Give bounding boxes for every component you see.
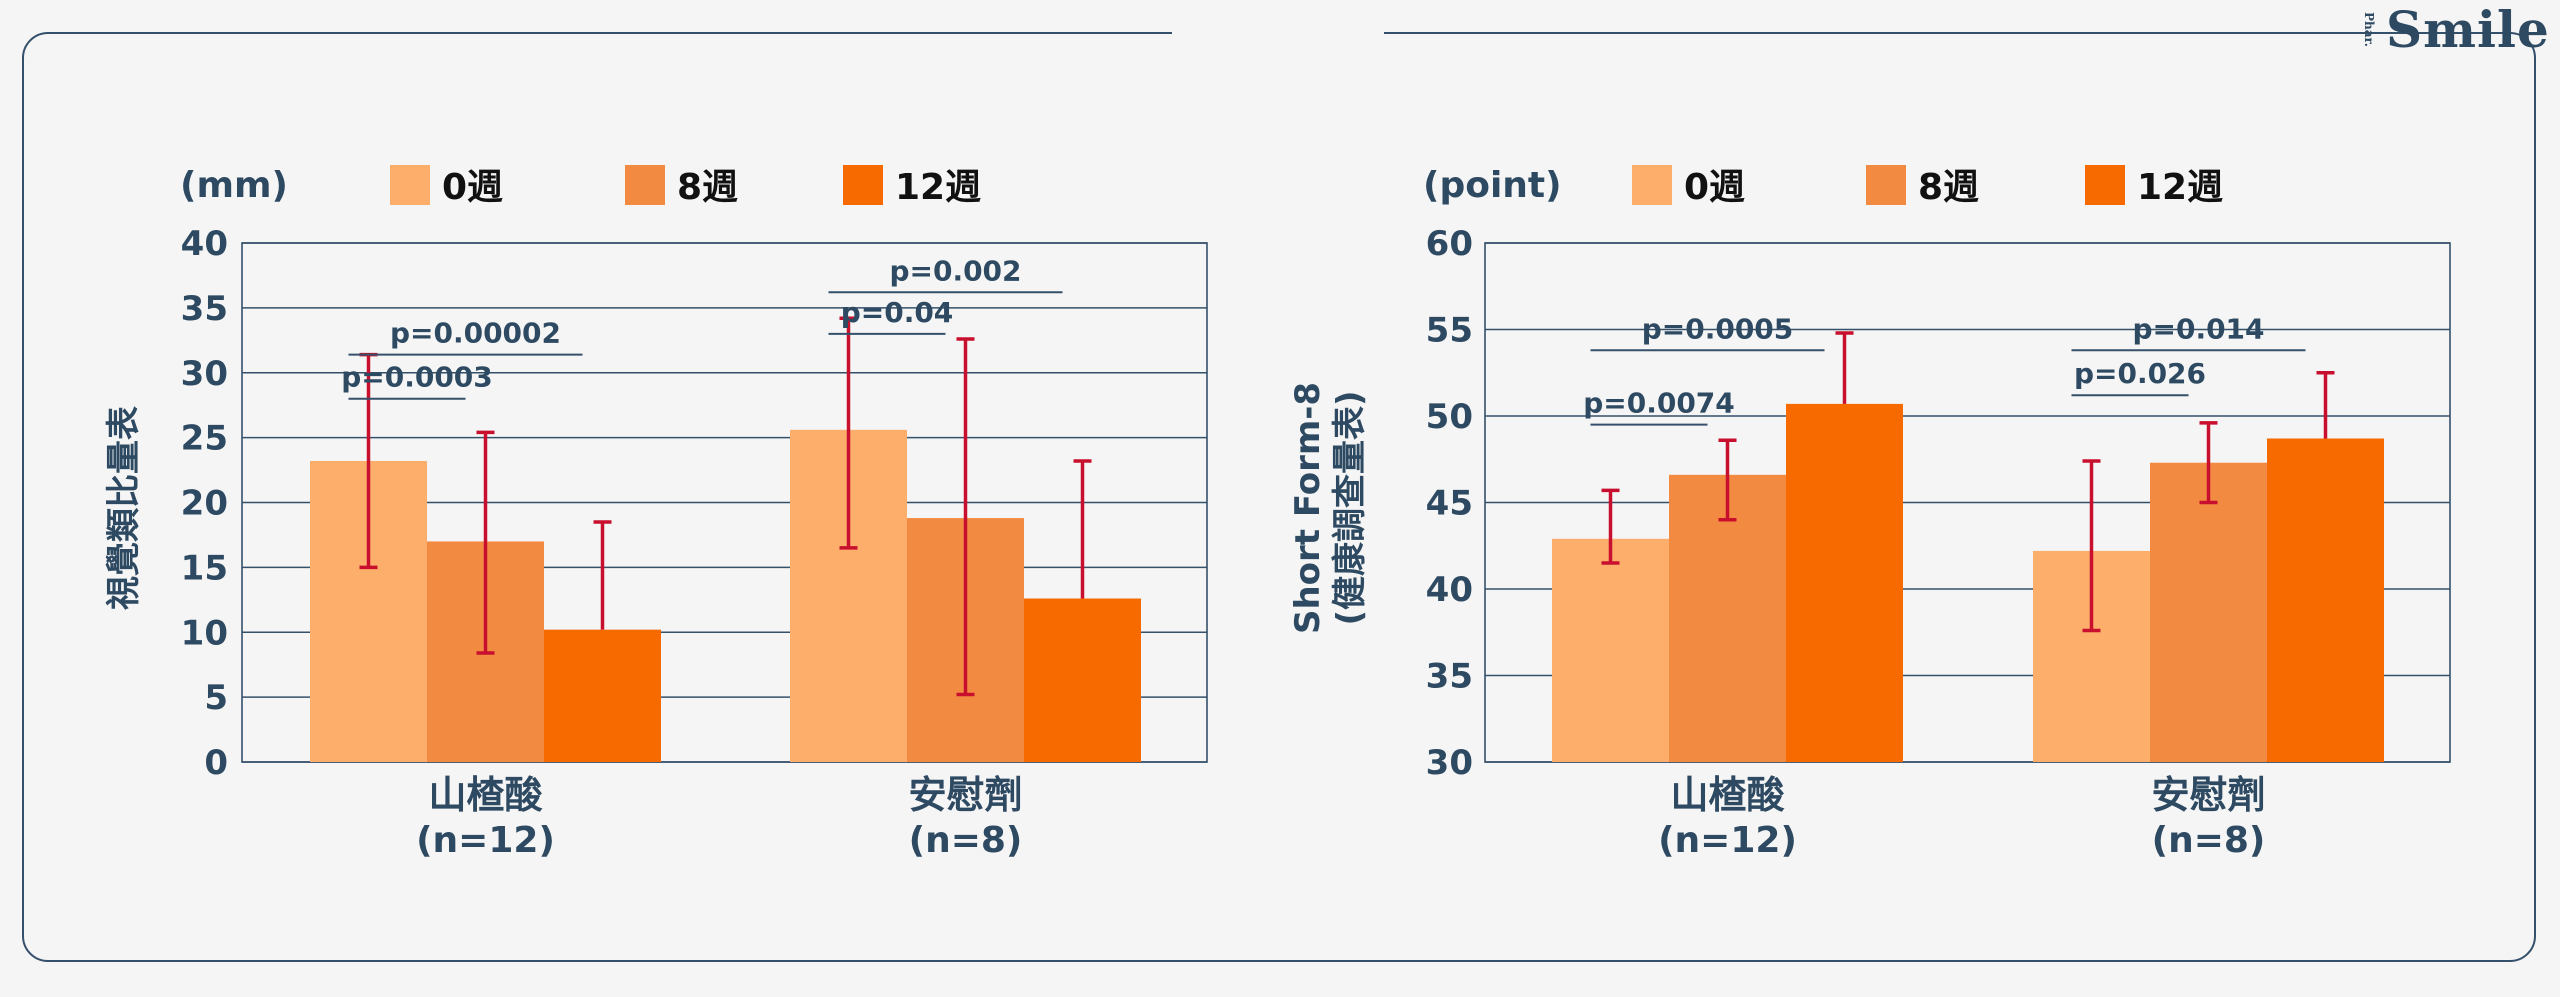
y-tick-label: 45: [1426, 484, 1473, 524]
category-n-label: (n=12): [1658, 820, 1797, 861]
y-tick-label: 0: [204, 743, 228, 783]
category-n-label: (n=8): [2152, 820, 2266, 861]
y-tick-label: 30: [1426, 743, 1473, 783]
legend-swatch: [843, 165, 883, 205]
p-value-label: p=0.026: [2074, 357, 2206, 390]
brand-small-text: Phar.: [2362, 12, 2376, 47]
legend-label: 12週: [2137, 167, 2223, 208]
category-label: 安慰劑: [2151, 773, 2265, 817]
legend-swatch: [2085, 165, 2125, 205]
legend-label: 0週: [442, 167, 503, 208]
y-axis-label: Short Form-8: [1288, 382, 1328, 634]
legend-label: 8週: [1918, 167, 1979, 208]
y-tick-label: 15: [181, 548, 228, 588]
p-value-label: p=0.0003: [341, 361, 493, 394]
legend-swatch: [625, 165, 665, 205]
legend-label: 8週: [677, 167, 738, 208]
y-tick-label: 55: [1426, 311, 1473, 351]
y-tick-label: 30: [181, 354, 228, 394]
category-n-label: (n=12): [416, 820, 555, 861]
bar: [544, 629, 661, 762]
bar: [1786, 403, 1903, 762]
category-n-label: (n=8): [909, 820, 1023, 861]
bar: [1669, 474, 1786, 762]
legend-swatch: [390, 165, 430, 205]
brand-logo: Phar. Smile: [1172, 0, 2549, 66]
unit-label: (mm): [180, 165, 288, 206]
p-value-label: p=0.0005: [1642, 312, 1794, 345]
y-tick-label: 25: [181, 419, 228, 459]
y-tick-label: 60: [1426, 224, 1473, 264]
brand-main-text: Smile: [2386, 0, 2550, 59]
y-tick-label: 10: [181, 613, 228, 653]
legend-label: 0週: [1684, 167, 1745, 208]
y-tick-label: 35: [1426, 657, 1473, 697]
unit-label: (point): [1423, 165, 1562, 206]
p-value-label: p=0.00002: [390, 317, 561, 350]
plot-area: [1484, 242, 2451, 763]
category-label: 山楂酸: [428, 773, 543, 817]
p-value-label: p=0.002: [889, 254, 1021, 287]
y-axis-label: (健康調查量表): [1330, 390, 1370, 625]
p-value-label: p=0.04: [841, 296, 954, 329]
y-axis-label: 視覺類比量表: [104, 406, 144, 610]
bar: [2267, 438, 2384, 762]
legend-swatch: [1866, 165, 1906, 205]
bar: [1024, 598, 1141, 762]
bar: [2150, 462, 2267, 762]
y-tick-label: 20: [181, 484, 228, 524]
y-tick-label: 40: [1426, 570, 1473, 610]
y-tick-label: 50: [1426, 397, 1473, 437]
legend-label: 12週: [895, 167, 981, 208]
plot-area: [241, 242, 1208, 763]
y-tick-label: 5: [204, 678, 228, 718]
category-label: 山楂酸: [1670, 773, 1785, 817]
category-label: 安慰劑: [908, 773, 1022, 817]
legend-swatch: [1632, 165, 1672, 205]
p-value-label: p=0.0074: [1583, 387, 1735, 420]
bar: [1552, 538, 1669, 762]
y-tick-label: 35: [181, 289, 228, 329]
p-value-label: p=0.014: [2132, 312, 2264, 345]
y-tick-label: 40: [181, 224, 228, 264]
